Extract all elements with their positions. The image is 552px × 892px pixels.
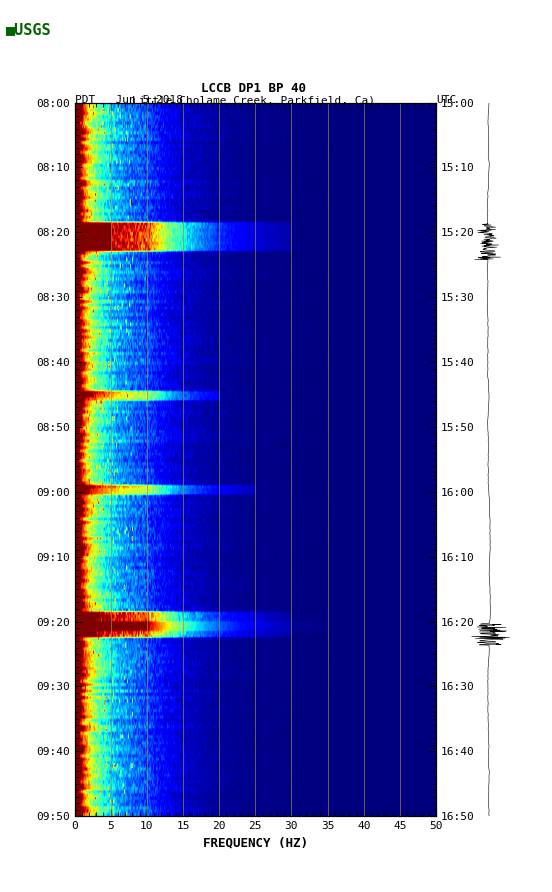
Text: UTC: UTC [436,95,457,105]
Text: Little Cholame Creek, Parkfield, Ca): Little Cholame Creek, Parkfield, Ca) [132,95,375,105]
Text: ■USGS: ■USGS [6,22,51,37]
Text: LCCB DP1 BP 40: LCCB DP1 BP 40 [201,81,306,95]
Text: PDT   Jun 5,2018: PDT Jun 5,2018 [75,95,183,105]
X-axis label: FREQUENCY (HZ): FREQUENCY (HZ) [203,837,308,849]
